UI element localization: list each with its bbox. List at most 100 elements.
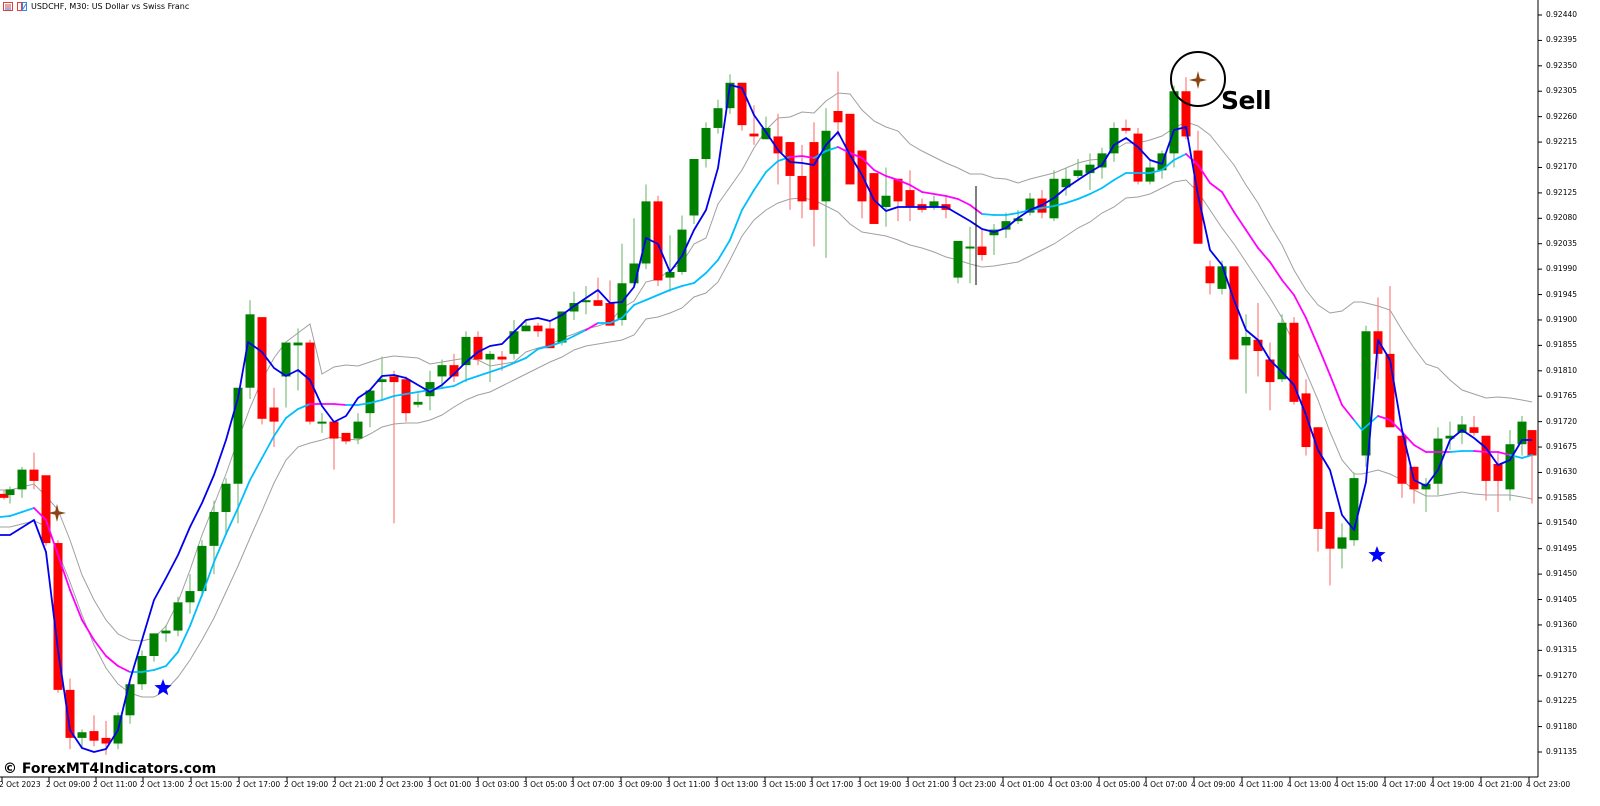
- candle: [29, 469, 39, 481]
- price-tick-label: 0.92125: [1546, 187, 1578, 197]
- candle: [197, 545, 207, 592]
- candle: [317, 421, 327, 424]
- price-tick-label: 0.91675: [1546, 442, 1578, 452]
- price-tick-label: 0.91945: [1546, 289, 1578, 299]
- candle: [701, 127, 711, 160]
- candle: [77, 732, 87, 738]
- candle: [1061, 178, 1071, 188]
- candle: [1325, 511, 1335, 549]
- candle: [1073, 170, 1083, 176]
- candle: [845, 113, 855, 185]
- price-tick-label: 0.91450: [1546, 569, 1578, 579]
- candle: [293, 342, 303, 346]
- candle: [1229, 266, 1239, 360]
- candle: [1181, 91, 1191, 137]
- candle: [1001, 221, 1011, 230]
- candle: [137, 655, 147, 685]
- candle: [209, 511, 219, 546]
- price-tick-label: 0.91360: [1546, 619, 1578, 629]
- candle: [1085, 164, 1095, 174]
- price-tick-label: 0.91585: [1546, 492, 1578, 502]
- candle: [461, 336, 471, 366]
- price-tick-label: 0.91900: [1546, 314, 1578, 324]
- candle: [389, 376, 399, 383]
- candle: [737, 82, 747, 126]
- candle: [1481, 435, 1491, 481]
- candle: [821, 130, 831, 202]
- candle: [329, 421, 339, 439]
- time-tick-label: 4 Oct 01:00: [1000, 780, 1045, 789]
- price-tick-label: 0.91135: [1546, 747, 1578, 756]
- candle: [1097, 153, 1107, 168]
- candle: [785, 142, 795, 176]
- time-tick-label: 4 Oct 13:00: [1287, 780, 1332, 789]
- time-tick-label: 4 Oct 05:00: [1096, 780, 1141, 789]
- price-tick-label: 0.91225: [1546, 696, 1578, 706]
- sell-star-icon: [48, 504, 66, 522]
- price-tick-label: 0.91405: [1546, 594, 1578, 604]
- candle: [353, 421, 363, 439]
- time-tick-label: 4 Oct 07:00: [1143, 780, 1188, 789]
- candle: [605, 303, 615, 326]
- price-tick-label: 0.92215: [1546, 137, 1578, 147]
- candle: [1445, 435, 1455, 439]
- candle: [1121, 127, 1131, 131]
- candle: [1397, 435, 1407, 484]
- candle: [665, 271, 675, 278]
- candle: [1457, 424, 1467, 433]
- candle: [149, 633, 159, 656]
- candle: [773, 136, 783, 154]
- time-tick-label: 4 Oct 19:00: [1430, 780, 1475, 789]
- time-tick-label: 2 Oct 19:00: [284, 780, 329, 789]
- candle: [365, 390, 375, 414]
- price-tick-label: 0.91540: [1546, 518, 1578, 528]
- candle: [581, 300, 591, 303]
- candle: [1469, 427, 1479, 433]
- sell-label: Sell: [1221, 86, 1272, 115]
- price-tick-label: 0.91630: [1546, 467, 1578, 477]
- candle: [1025, 198, 1035, 213]
- candle: [269, 407, 279, 422]
- time-tick-label: 2 Oct 13:00: [140, 780, 185, 789]
- signal-markers: [48, 71, 1386, 696]
- candle: [953, 240, 963, 278]
- candle: [809, 142, 819, 210]
- candle: [905, 190, 915, 208]
- candle: [1145, 167, 1155, 182]
- time-tick-label: 2 Oct 17:00: [236, 780, 281, 789]
- price-tick-label: 0.91315: [1546, 645, 1578, 655]
- candle: [221, 483, 231, 512]
- candle: [1361, 331, 1371, 456]
- time-tick-label: 4 Oct 17:00: [1382, 780, 1427, 789]
- candle: [53, 543, 63, 690]
- candle: [1385, 353, 1395, 428]
- candle: [1241, 336, 1251, 346]
- time-tick-label: 3 Oct 19:00: [857, 780, 902, 789]
- candle: [641, 201, 651, 264]
- sell-star-icon: [1189, 71, 1207, 89]
- candle: [593, 300, 603, 306]
- sell-highlight-circle: [1170, 51, 1226, 107]
- time-tick-label: 2 Oct 23:00: [379, 780, 424, 789]
- candle: [1433, 438, 1443, 484]
- time-tick-label: 3 Oct 07:00: [570, 780, 615, 789]
- time-tick-label: 2 Oct 15:00: [188, 780, 233, 789]
- candle: [161, 630, 171, 634]
- time-tick-label: 4 Oct 23:00: [1526, 780, 1571, 789]
- price-tick-label: 0.91180: [1546, 721, 1578, 731]
- candle: [749, 133, 759, 137]
- candle: [1337, 537, 1347, 549]
- candle: [1301, 393, 1311, 448]
- price-tick-label: 0.92305: [1546, 86, 1578, 96]
- candle: [281, 342, 291, 377]
- candle: [1349, 478, 1359, 541]
- time-tick-label: 4 Oct 09:00: [1191, 780, 1236, 789]
- candle: [185, 591, 195, 603]
- time-tick-label: 3 Oct 21:00: [905, 780, 950, 789]
- candle: [833, 111, 843, 123]
- candle: [929, 201, 939, 208]
- candle: [653, 201, 663, 281]
- candle: [545, 328, 555, 349]
- fast-moving-average: [0, 84, 1532, 753]
